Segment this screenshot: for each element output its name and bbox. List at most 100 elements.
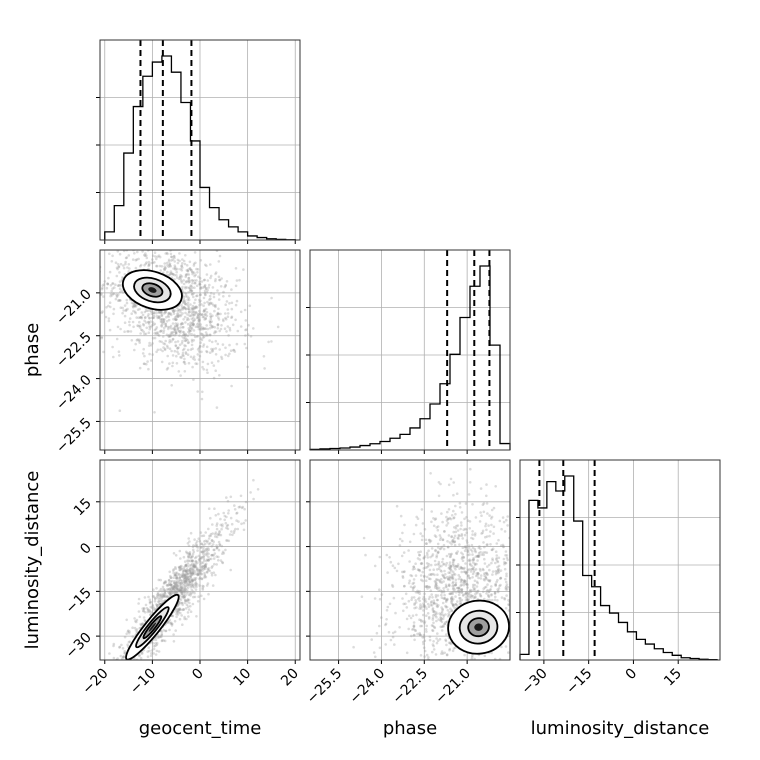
sample-point <box>472 558 476 562</box>
sample-point <box>200 577 204 580</box>
sample-point <box>504 587 508 591</box>
sample-point <box>191 279 194 283</box>
sample-point <box>199 313 203 317</box>
sample-point <box>204 565 208 569</box>
sample-point <box>178 329 181 333</box>
sample-point <box>107 317 111 320</box>
sample-point <box>451 592 455 595</box>
sample-point <box>172 580 176 583</box>
sample-point <box>448 566 452 569</box>
sample-point <box>401 576 405 579</box>
sample-point <box>192 569 195 572</box>
sample-point <box>115 274 119 278</box>
sample-point <box>168 591 172 595</box>
sample-point <box>220 277 223 280</box>
sample-point <box>124 309 128 313</box>
sample-point <box>495 580 498 584</box>
sample-point <box>169 587 173 591</box>
sample-point <box>100 336 104 340</box>
sample-point <box>182 318 185 321</box>
sample-point <box>485 502 489 505</box>
sample-point <box>433 559 437 563</box>
sample-point <box>462 556 465 559</box>
sample-point <box>197 319 201 323</box>
sample-point <box>516 583 519 586</box>
sample-point <box>441 520 444 524</box>
sample-point <box>445 519 449 522</box>
sample-point <box>216 533 219 536</box>
sample-point <box>453 666 456 669</box>
sample-point <box>201 241 204 244</box>
sample-point <box>477 546 481 550</box>
sample-point <box>235 511 239 515</box>
sample-point <box>148 352 151 356</box>
sample-point <box>171 590 174 594</box>
sample-point <box>470 596 473 599</box>
sample-point <box>455 551 458 555</box>
sample-point <box>422 603 426 607</box>
sample-point <box>418 618 421 621</box>
sample-point <box>479 577 483 580</box>
sample-point <box>187 608 191 611</box>
sample-point <box>197 325 200 329</box>
sample-point <box>192 550 196 554</box>
sample-point <box>120 289 123 293</box>
sample-point <box>184 302 187 306</box>
sample-point <box>163 588 166 591</box>
sample-point <box>452 530 456 534</box>
sample-point <box>550 558 553 561</box>
sample-point <box>477 572 480 576</box>
sample-point <box>179 583 183 587</box>
sample-point <box>187 598 191 602</box>
sample-point <box>156 316 159 320</box>
sample-point <box>464 735 467 738</box>
sample-point <box>263 367 266 370</box>
sample-point <box>177 610 180 613</box>
sample-point <box>448 575 451 578</box>
sample-point <box>445 599 448 602</box>
sample-point <box>157 310 161 314</box>
sample-point <box>439 619 443 622</box>
sample-point <box>153 251 157 254</box>
sample-point <box>190 312 194 316</box>
sample-point <box>185 269 189 272</box>
sample-point <box>194 581 198 584</box>
sample-point <box>189 571 193 574</box>
sample-point <box>119 327 122 331</box>
sample-point <box>175 611 179 614</box>
sample-point <box>427 605 431 608</box>
sample-point <box>188 326 192 329</box>
sample-point <box>179 590 183 593</box>
sample-point <box>175 612 178 616</box>
sample-point <box>200 565 204 569</box>
sample-point <box>134 258 138 262</box>
sample-point <box>169 576 173 579</box>
sample-point <box>443 576 447 580</box>
sample-point <box>467 493 471 496</box>
sample-point <box>171 331 174 335</box>
sample-point <box>466 541 469 544</box>
sample-point <box>182 298 186 301</box>
sample-point <box>196 546 200 549</box>
sample-point <box>479 665 482 668</box>
sample-point <box>198 569 201 572</box>
sample-point <box>159 635 163 639</box>
sample-point <box>137 602 140 605</box>
sample-point <box>188 332 191 336</box>
sample-point <box>438 637 442 641</box>
sample-point <box>217 359 220 363</box>
sample-point <box>464 593 468 596</box>
sample-point <box>198 557 201 561</box>
sample-point <box>194 582 197 585</box>
sample-point <box>170 327 173 330</box>
sample-point <box>139 656 143 660</box>
sample-point <box>480 693 483 696</box>
sample-point <box>456 550 460 553</box>
sample-point <box>175 615 178 619</box>
sample-point <box>449 555 453 558</box>
sample-point <box>115 672 118 675</box>
sample-point <box>197 554 201 558</box>
sample-point <box>457 586 461 590</box>
sample-point <box>203 542 207 546</box>
sample-point <box>164 629 167 633</box>
